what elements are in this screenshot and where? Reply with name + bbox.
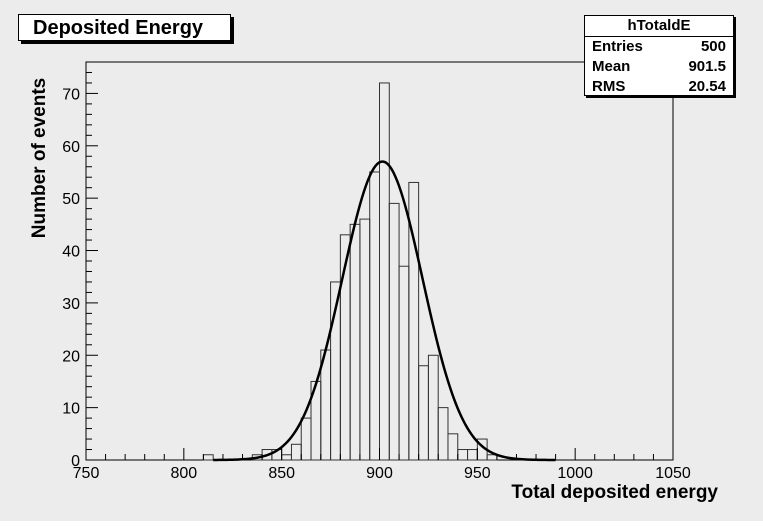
- x-tick-label: 900: [366, 465, 393, 482]
- x-tick-label: 1000: [557, 465, 593, 482]
- y-tick-label: 40: [62, 244, 80, 261]
- stats-histogram-name: hTotaldE: [585, 16, 733, 37]
- axes: 750 800 850 900 950 1000 1050 0 10 20 30 40 50 60 70: [62, 61, 691, 482]
- stats-label: Mean: [592, 58, 631, 75]
- y-tick-label: 70: [62, 86, 80, 103]
- chart-title: Deposited Energy: [18, 14, 231, 41]
- stats-label: RMS: [592, 78, 626, 95]
- y-tick-label: 50: [62, 191, 80, 208]
- gaussian-fit-curve: [213, 160, 556, 462]
- y-tick-label: 10: [62, 401, 80, 418]
- stats-value: 901.5: [688, 58, 726, 75]
- x-tick-label: 950: [464, 465, 491, 482]
- x-tick-label: 800: [170, 465, 197, 482]
- stats-row-mean: Mean 901.5: [585, 57, 733, 77]
- x-tick-label: 750: [73, 465, 100, 482]
- y-tick-label: 30: [62, 296, 80, 313]
- y-tick-label: 0: [71, 453, 80, 470]
- stats-value: 500: [700, 38, 726, 55]
- y-tick-label: 60: [62, 139, 80, 156]
- histogram-bin: [447, 433, 459, 461]
- x-tick-label: 1050: [655, 465, 691, 482]
- histogram-bin: [408, 181, 420, 461]
- stats-box: hTotaldE Entries 500 Mean 901.5 RMS 20.5…: [584, 15, 734, 96]
- stats-value: 20.54: [688, 78, 726, 95]
- x-tick-label: 850: [268, 465, 295, 482]
- stats-row-entries: Entries 500: [585, 37, 733, 57]
- y-axis-label: Number of events: [29, 78, 50, 238]
- x-axis-label: Total deposited energy: [511, 482, 718, 503]
- histogram-bars: [202, 82, 498, 461]
- stats-row-rms: RMS 20.54: [585, 77, 733, 97]
- stats-label: Entries: [592, 38, 643, 55]
- y-tick-label: 20: [62, 348, 80, 365]
